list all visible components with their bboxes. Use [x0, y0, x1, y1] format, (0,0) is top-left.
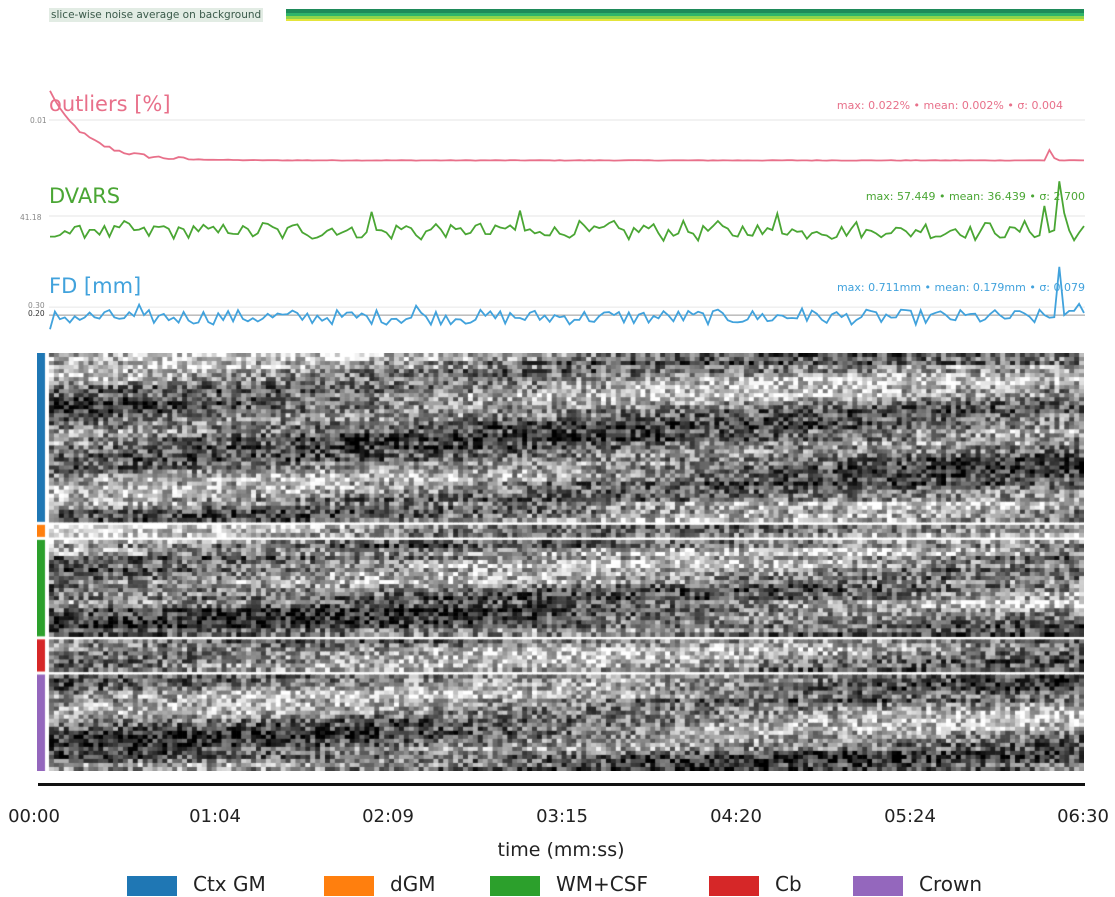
dvars-plot	[49, 181, 1085, 243]
outliers-title: outliers [%]	[49, 92, 171, 116]
legend-swatch-dgm	[324, 876, 374, 896]
legend-label-crown: Crown	[919, 872, 983, 896]
dvars-series-line	[50, 181, 1085, 243]
fd-ytick-030: 0.30	[28, 301, 45, 310]
xtick-0: 00:00	[8, 806, 60, 827]
fd-ytick-020: 0.20	[28, 309, 45, 318]
legend: Ctx GM dGM WM+CSF Cb Crown	[0, 870, 1115, 896]
xtick-4: 04:20	[710, 806, 762, 827]
fd-series-line	[49, 266, 1085, 330]
xtick-1: 01:04	[189, 806, 241, 827]
outliers-ytick: 0.01	[30, 116, 47, 125]
legend-swatch-ctx-gm	[127, 876, 177, 896]
legend-swatch-wm-csf	[490, 876, 540, 896]
outliers-stats: max: 0.022% • mean: 0.002% • σ: 0.004	[836, 99, 1063, 112]
fd-stats: max: 0.711mm • mean: 0.179mm • σ: 0.079	[836, 281, 1085, 294]
x-axis-label: time (mm:ss)	[497, 839, 625, 861]
time-axis-line	[38, 783, 1085, 786]
legend-swatch-crown	[853, 876, 903, 896]
legend-label-ctx-gm: Ctx GM	[193, 872, 266, 896]
legend-label-cb: Cb	[775, 872, 802, 896]
xtick-5: 05:24	[884, 806, 936, 827]
fd-plot	[49, 266, 1085, 330]
carpet-plot	[37, 353, 1084, 771]
legend-label-wm-csf: WM+CSF	[556, 872, 648, 896]
legend-label-dgm: dGM	[390, 872, 436, 896]
legend-swatch-cb	[709, 876, 759, 896]
outliers-plot	[49, 90, 1085, 162]
dvars-ytick: 41.18	[20, 213, 42, 222]
xtick-6: 06:30	[1057, 806, 1109, 827]
outliers-series-line	[49, 90, 1085, 162]
dvars-title: DVARS	[49, 184, 121, 208]
dvars-stats: max: 57.449 • mean: 36.439 • σ: 2.700	[865, 190, 1085, 203]
noise-strip	[286, 9, 1084, 21]
xtick-3: 03:15	[536, 806, 588, 827]
xtick-2: 02:09	[362, 806, 414, 827]
noise-strip-label: slice-wise noise average on background	[49, 8, 264, 22]
fd-title: FD [mm]	[49, 274, 142, 298]
